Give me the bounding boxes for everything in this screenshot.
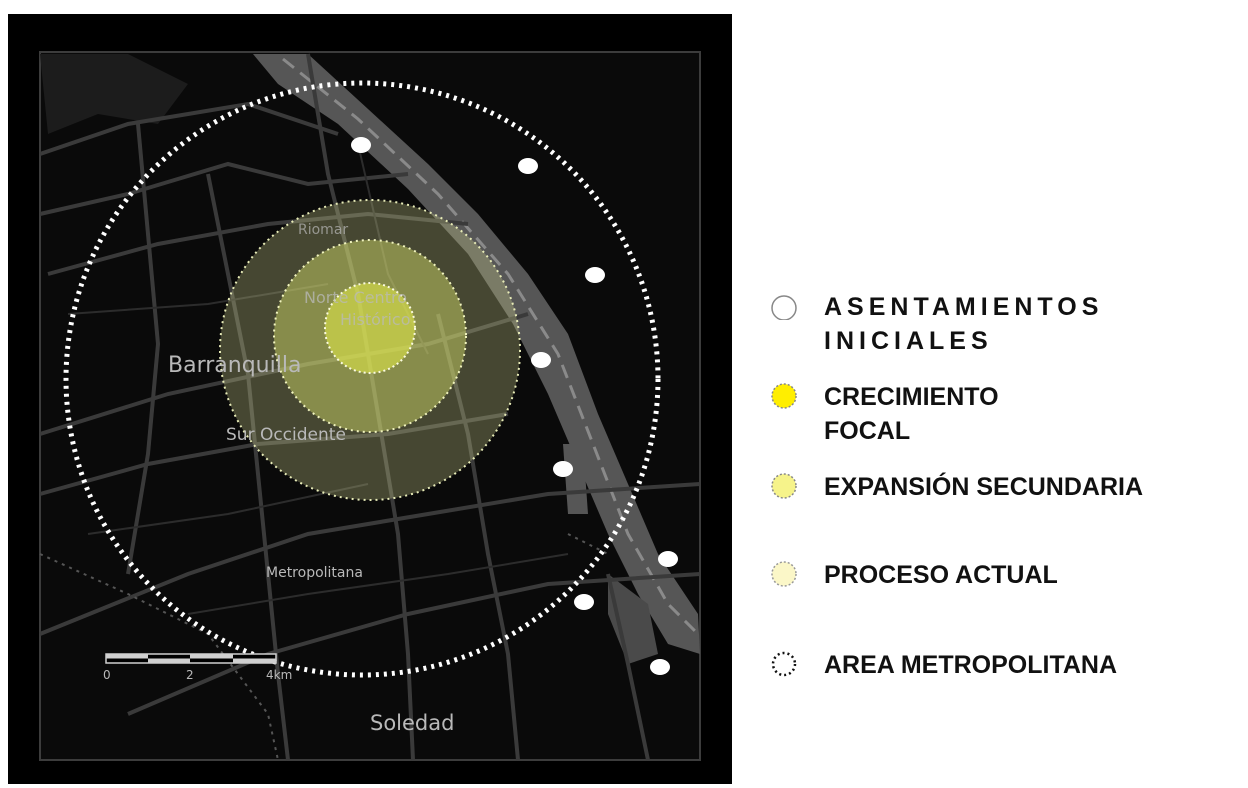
crecimiento-focal-circle bbox=[324, 282, 416, 374]
legend-item-crecimiento: CRECIMIENTO FOCAL bbox=[770, 380, 999, 448]
asentamiento-marker bbox=[531, 352, 551, 368]
label-riomar: Riomar bbox=[298, 222, 348, 238]
asentamiento-marker bbox=[585, 267, 605, 283]
map-frame: Riomar Norte Centro Histórico Barranquil… bbox=[8, 14, 732, 784]
asentamiento-marker bbox=[351, 137, 371, 153]
light-yellow-dotted-circle-icon bbox=[771, 473, 797, 499]
map-canvas[interactable]: Riomar Norte Centro Histórico Barranquil… bbox=[8, 14, 732, 784]
asentamiento-marker bbox=[518, 158, 538, 174]
label-soledad: Soledad bbox=[370, 711, 454, 735]
river-channel bbox=[282, 57, 700, 636]
minor-road-network bbox=[67, 143, 569, 615]
asentamientos-iniciales-markers bbox=[351, 137, 678, 675]
dotted-circle-icon bbox=[771, 651, 797, 677]
legend-label-expansion: EXPANSIÓN SECUNDARIA bbox=[824, 473, 1144, 501]
legend-label-proceso: PROCESO ACTUAL bbox=[824, 561, 1058, 589]
label-barranquilla: Barranquilla bbox=[168, 353, 301, 378]
label-norte-centro: Norte Centro bbox=[304, 288, 407, 307]
asentamiento-marker bbox=[658, 551, 678, 567]
river-branch bbox=[563, 444, 588, 514]
legend-item-proceso: PROCESO ACTUAL bbox=[770, 558, 1058, 592]
label-historico: Histórico bbox=[340, 310, 410, 329]
legend-label-asentamientos: ASENTAMIENTOS INICIALES bbox=[824, 293, 1104, 355]
area-metropolitana-ring bbox=[63, 80, 661, 678]
river bbox=[253, 54, 700, 654]
legend-label-crecimiento: CRECIMIENTO FOCAL bbox=[824, 383, 999, 445]
legend-label-area-metropolitana: AREA METROPOLITANA bbox=[824, 651, 1118, 679]
road-network bbox=[39, 53, 701, 761]
legend-item-area-metropolitana: AREA METROPOLITANA bbox=[770, 648, 1117, 682]
asentamiento-marker bbox=[650, 659, 670, 675]
river-lower-branch bbox=[608, 574, 658, 664]
asentamiento-marker bbox=[574, 594, 594, 610]
scale-tick-0: 0 bbox=[103, 668, 111, 682]
pale-yellow-dotted-circle-icon bbox=[771, 561, 797, 587]
white-circle-icon bbox=[771, 295, 797, 320]
label-sur-occidente: Sur Occidente bbox=[226, 425, 346, 445]
scale-tick-2: 2 bbox=[186, 668, 194, 682]
yellow-circle-icon bbox=[771, 383, 797, 409]
legend-item-expansion: EXPANSIÓN SECUNDARIA bbox=[770, 470, 1143, 504]
asentamiento-marker bbox=[553, 461, 573, 477]
label-metropolitana: Metropolitana bbox=[266, 565, 363, 581]
legend-item-asentamientos: ASENTAMIENTOS INICIALES bbox=[770, 290, 1103, 358]
land-patch bbox=[40, 54, 188, 134]
scale-tick-4km: 4km bbox=[266, 668, 292, 682]
scale-bar: 0 2 4km bbox=[103, 653, 292, 682]
